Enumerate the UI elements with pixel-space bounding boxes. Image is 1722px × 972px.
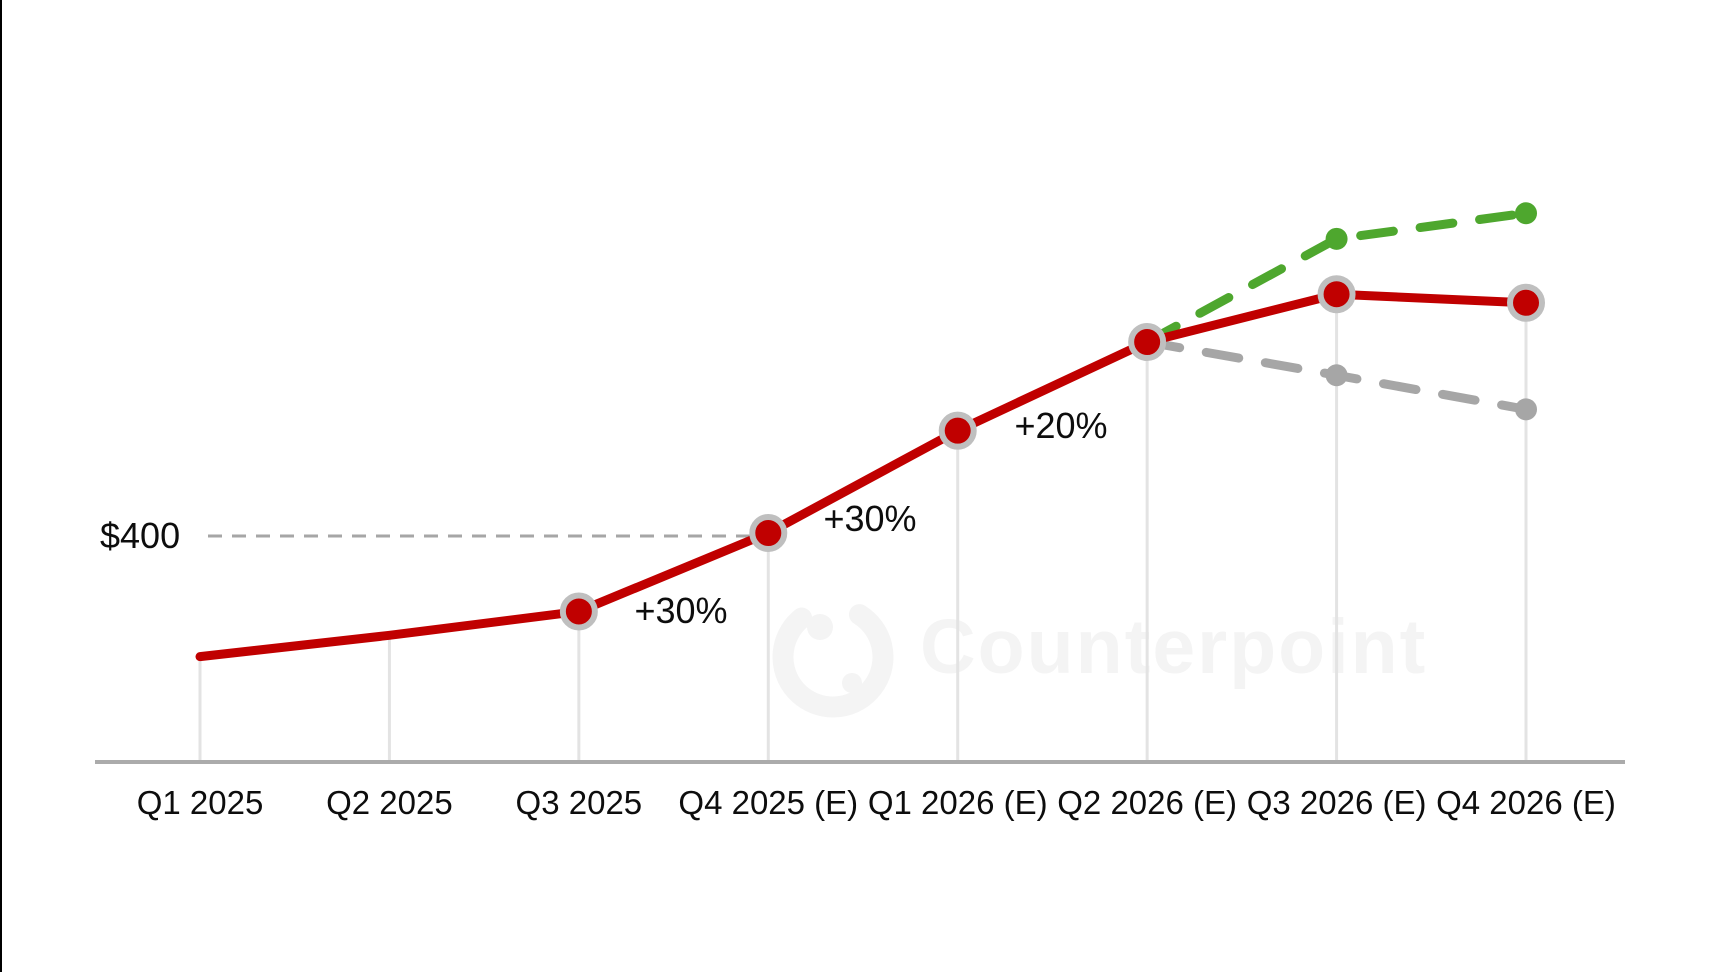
base-line-marker bbox=[1128, 322, 1167, 361]
base-line-marker bbox=[559, 592, 598, 631]
x-axis-label: Q3 2026 (E) bbox=[1246, 784, 1427, 821]
base-line-marker bbox=[938, 411, 977, 450]
x-axis-label: Q2 2026 (E) bbox=[1057, 784, 1238, 821]
base-line-line bbox=[195, 289, 1531, 662]
x-axis-label: Q1 2025 bbox=[136, 784, 264, 821]
value-label: $400 bbox=[100, 515, 181, 556]
downside-scenario-marker bbox=[1325, 364, 1348, 387]
growth-label: +30% bbox=[634, 590, 728, 631]
counterpoint-watermark: Counterpoint bbox=[772, 596, 1427, 718]
x-axis-label: Q2 2025 bbox=[326, 784, 453, 821]
counterpoint-logo-icon bbox=[772, 596, 894, 718]
watermark-text: Counterpoint bbox=[920, 604, 1427, 690]
left-edge-bar bbox=[0, 0, 2, 972]
x-axis-label: Q1 2026 (E) bbox=[867, 784, 1048, 821]
downside-scenario-marker bbox=[1515, 398, 1538, 421]
markers-layer bbox=[559, 202, 1546, 631]
growth-label: +30% bbox=[823, 498, 917, 539]
x-axis-label: Q4 2025 (E) bbox=[678, 784, 859, 821]
growth-label: +20% bbox=[1014, 405, 1108, 446]
base-line-marker bbox=[749, 514, 788, 552]
x-axis-label: Q3 2025 bbox=[515, 784, 643, 821]
base-line-marker bbox=[1507, 283, 1546, 322]
x-axis-label: Q4 2026 (E) bbox=[1436, 784, 1616, 821]
upside-scenario-marker bbox=[1515, 202, 1538, 225]
upside-scenario-marker bbox=[1325, 227, 1348, 250]
base-line-marker bbox=[1317, 275, 1356, 314]
